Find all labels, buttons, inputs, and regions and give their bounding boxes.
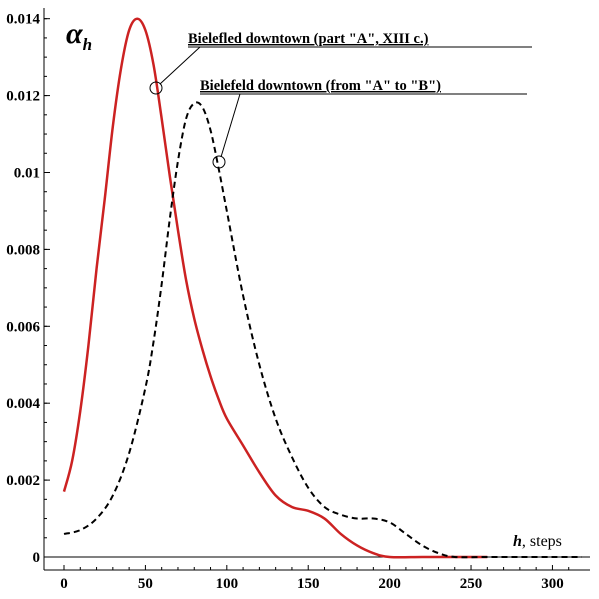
y-axis-label: αh	[66, 17, 92, 54]
axes	[43, 8, 590, 571]
x-tick-label: 50	[138, 576, 153, 592]
x-tick-label: 0	[60, 576, 68, 592]
x-tick-label: 300	[541, 576, 564, 592]
annotation-red-series: Bielefled downtown (part "A", XIII c.)	[149, 31, 532, 95]
y-tick-label: 0.004	[6, 396, 40, 412]
y-tick-label: 0.014	[6, 12, 40, 28]
series-line-red-solid	[62, 17, 488, 559]
y-tick-label: 0	[33, 550, 41, 566]
x-axis-unit: , steps	[522, 533, 562, 550]
annotation-black-leader	[220, 93, 241, 158]
y-tick-label: 0.006	[6, 319, 40, 335]
series-line-black-dashed	[63, 101, 582, 559]
annotation-black-series: Bielefeld downtown (from "A" to "B")	[200, 78, 527, 169]
series-lines	[62, 17, 582, 559]
y-tick-label: 0.012	[6, 89, 40, 105]
y-axis-symbol: α	[66, 17, 83, 50]
y-tick-label: 0.008	[6, 242, 40, 258]
x-tick-label: 250	[460, 576, 483, 592]
annotation-black-text: Bielefeld downtown (from "A" to "B")	[200, 78, 441, 94]
y-tick-label: 0.01	[14, 165, 40, 181]
x-axis-variable: h	[513, 533, 522, 550]
annotation-red-marker	[149, 81, 163, 95]
x-tick-label: 150	[297, 576, 320, 592]
x-axis-label: h, steps	[513, 533, 562, 550]
y-tick-label: 0.002	[6, 473, 40, 489]
y-axis-subscript: h	[83, 35, 92, 54]
x-tick-label: 200	[378, 576, 401, 592]
annotation-red-leader	[159, 46, 201, 85]
annotation-black-marker	[212, 155, 226, 169]
annotation-red-text: Bielefled downtown (part "A", XIII c.)	[188, 31, 429, 47]
x-tick-label: 100	[216, 576, 239, 592]
tick-labels: 0 50 100 150 200 250 300 0 0.002 0.004 0.006 0.008 0…	[6, 12, 563, 592]
